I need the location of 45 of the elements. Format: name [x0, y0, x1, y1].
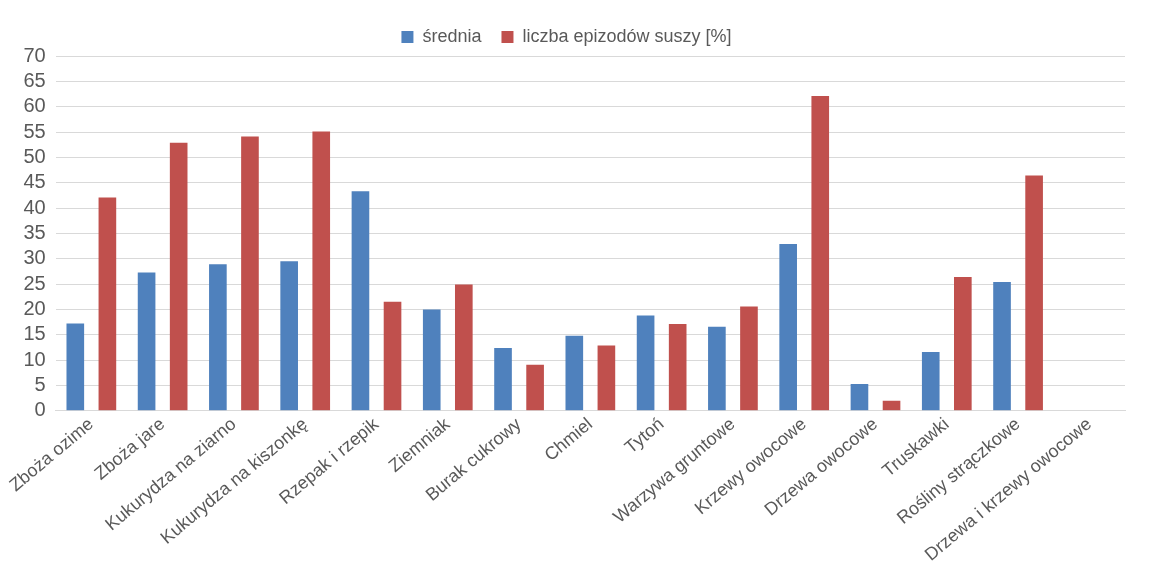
bar — [280, 261, 298, 411]
y-tick-label: 20 — [23, 296, 46, 319]
y-tick-label: 15 — [23, 322, 46, 345]
y-tick-label: 60 — [23, 94, 46, 117]
bar — [422, 309, 441, 411]
bar — [882, 400, 901, 411]
bar — [993, 282, 1011, 411]
bar — [740, 306, 758, 411]
bar — [668, 324, 687, 411]
bar — [597, 345, 616, 411]
y-tick-label: 25 — [23, 271, 46, 294]
bar — [708, 326, 726, 411]
y-tick-label: 30 — [23, 246, 46, 269]
bar — [850, 383, 869, 411]
bar — [1025, 175, 1043, 411]
bar — [811, 96, 830, 411]
y-tick-label: 0 — [34, 398, 46, 421]
y-tick-label: 35 — [23, 220, 46, 243]
y-tick-label: 40 — [23, 195, 46, 218]
legend-label: liczba epizodów suszy [%] — [522, 25, 732, 46]
bar — [779, 244, 797, 411]
bar — [565, 335, 584, 411]
bar — [526, 364, 544, 411]
bar — [66, 323, 85, 411]
bar — [494, 347, 512, 411]
bar — [312, 131, 331, 411]
bar — [455, 284, 473, 411]
bar — [954, 276, 972, 411]
legend-label: średnia — [422, 25, 483, 46]
y-tick-label: 10 — [23, 347, 46, 370]
y-tick-label: 55 — [23, 119, 46, 142]
bar — [636, 315, 655, 411]
bar — [137, 272, 156, 411]
bar — [98, 197, 117, 411]
y-tick-label: 70 — [23, 43, 46, 66]
bar — [921, 351, 940, 411]
bar — [169, 142, 188, 411]
y-tick-label: 65 — [23, 68, 46, 91]
bar — [209, 264, 227, 411]
y-tick-label: 50 — [23, 144, 46, 167]
bar — [383, 301, 402, 411]
bar — [241, 136, 259, 411]
bar — [351, 191, 370, 411]
y-tick-label: 45 — [23, 170, 46, 193]
y-tick-label: 5 — [34, 372, 46, 395]
